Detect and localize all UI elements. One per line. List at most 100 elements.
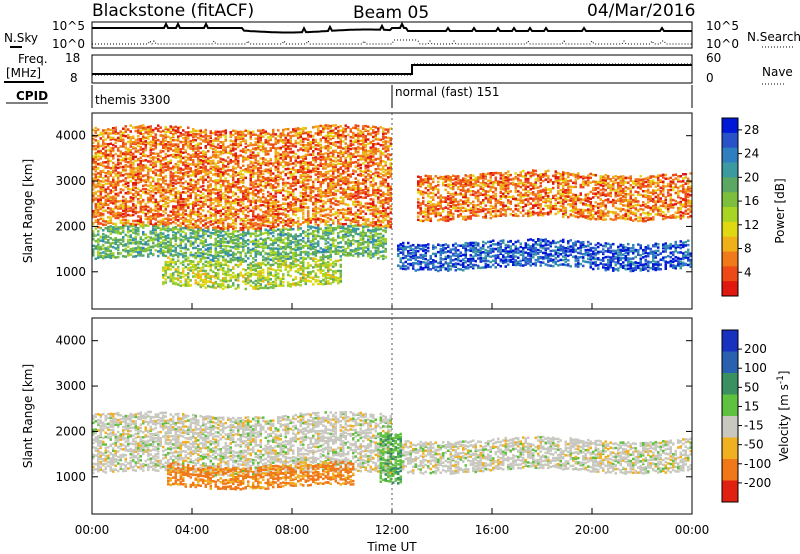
heatmap-cell <box>179 167 182 170</box>
heatmap-cell <box>169 210 172 213</box>
heatmap-cell <box>284 136 287 140</box>
heatmap-cell <box>324 219 327 222</box>
heatmap-cell <box>247 242 250 246</box>
heatmap-cell <box>247 263 250 267</box>
heatmap-cell <box>272 179 275 182</box>
heatmap-cell <box>287 193 290 196</box>
heatmap-cell <box>202 263 205 266</box>
heatmap-cell <box>149 216 152 220</box>
heatmap-cell <box>147 248 150 252</box>
heatmap-cell <box>317 189 320 193</box>
heatmap-cell <box>199 226 202 230</box>
heatmap-cell <box>354 229 357 233</box>
heatmap-cell <box>227 197 230 200</box>
heatmap-cell <box>104 241 107 244</box>
heatmap-cell <box>237 163 240 167</box>
heatmap-cell <box>299 180 302 184</box>
heatmap-cell <box>134 219 137 223</box>
heatmap-cell <box>262 258 265 261</box>
heatmap-cell <box>277 168 280 172</box>
heatmap-cell <box>299 194 302 198</box>
heatmap-cell <box>249 173 252 177</box>
heatmap-cell <box>227 165 230 169</box>
heatmap-cell <box>282 256 285 259</box>
heatmap-cell <box>169 127 172 130</box>
heatmap-cell <box>269 195 272 198</box>
heatmap-cell <box>382 245 385 249</box>
heatmap-cell <box>234 238 237 241</box>
heatmap-cell <box>219 185 222 189</box>
heatmap-cell <box>297 155 300 158</box>
heatmap-cell <box>287 235 290 238</box>
heatmap-cell <box>219 135 222 139</box>
heatmap-cell <box>139 222 142 225</box>
heatmap-cell <box>317 265 320 268</box>
heatmap-cell <box>149 146 152 149</box>
heatmap-cell <box>274 165 277 169</box>
heatmap-cell <box>107 133 110 137</box>
heatmap-cell <box>204 248 207 251</box>
heatmap-cell <box>107 161 110 165</box>
heatmap-cell <box>247 281 250 284</box>
heatmap-cell <box>119 207 122 210</box>
heatmap-cell <box>272 217 275 220</box>
heatmap-cell <box>264 257 267 260</box>
heatmap-cell <box>309 169 312 173</box>
heatmap-cell <box>277 216 280 219</box>
heatmap-cell <box>292 209 295 213</box>
heatmap-cell <box>169 253 172 257</box>
heatmap-cell <box>384 242 387 245</box>
heatmap-cell <box>242 257 245 261</box>
heatmap-cell <box>284 237 287 240</box>
heatmap-cell <box>309 247 312 251</box>
heatmap-cell <box>244 139 247 142</box>
heatmap-cell <box>347 234 350 238</box>
heatmap-cell <box>229 269 232 272</box>
heatmap-cell <box>162 158 165 162</box>
heatmap-cell <box>219 145 222 148</box>
heatmap-cell <box>189 266 192 269</box>
heatmap-cell <box>307 244 310 247</box>
freq-unit-label: [MHz] <box>6 66 41 80</box>
heatmap-cell <box>222 192 225 195</box>
heatmap-cell <box>294 210 297 213</box>
heatmap-cell <box>127 241 130 244</box>
heatmap-cell <box>222 143 225 146</box>
heatmap-cell <box>237 188 240 192</box>
heatmap-cell <box>129 166 132 169</box>
heatmap-cell <box>329 185 332 189</box>
heatmap-cell <box>192 271 195 275</box>
heatmap-cell <box>292 134 295 138</box>
heatmap-cell <box>229 196 232 199</box>
heatmap-cell <box>147 184 150 188</box>
heatmap-cell <box>274 208 277 212</box>
heatmap-cell <box>187 248 190 251</box>
heatmap-cell <box>227 182 230 186</box>
heatmap-cell <box>362 237 365 240</box>
heatmap-cell <box>177 201 180 204</box>
heatmap-cell <box>169 192 172 196</box>
heatmap-cell <box>202 252 205 256</box>
heatmap-cell <box>242 148 245 151</box>
heatmap-cell <box>267 271 270 275</box>
heatmap-cell <box>134 191 137 195</box>
heatmap-cell <box>232 246 235 249</box>
heatmap-cell <box>152 176 155 180</box>
heatmap-cell <box>299 261 302 264</box>
heatmap-cell <box>314 263 317 267</box>
heatmap-cell <box>209 183 212 186</box>
heatmap-cell <box>157 250 160 253</box>
heatmap-cell <box>287 273 290 277</box>
heatmap-cell <box>329 226 332 230</box>
heatmap-cell <box>202 279 205 282</box>
heatmap-cell <box>107 199 110 202</box>
heatmap-cell <box>134 204 137 207</box>
heatmap-cell <box>214 237 217 241</box>
heatmap-cell <box>192 186 195 190</box>
heatmap-cell <box>299 256 302 260</box>
heatmap-cell <box>222 287 225 291</box>
heatmap-cell <box>332 227 335 230</box>
heatmap-cell <box>222 146 225 149</box>
heatmap-cell <box>277 189 280 192</box>
heatmap-cell <box>177 252 180 255</box>
